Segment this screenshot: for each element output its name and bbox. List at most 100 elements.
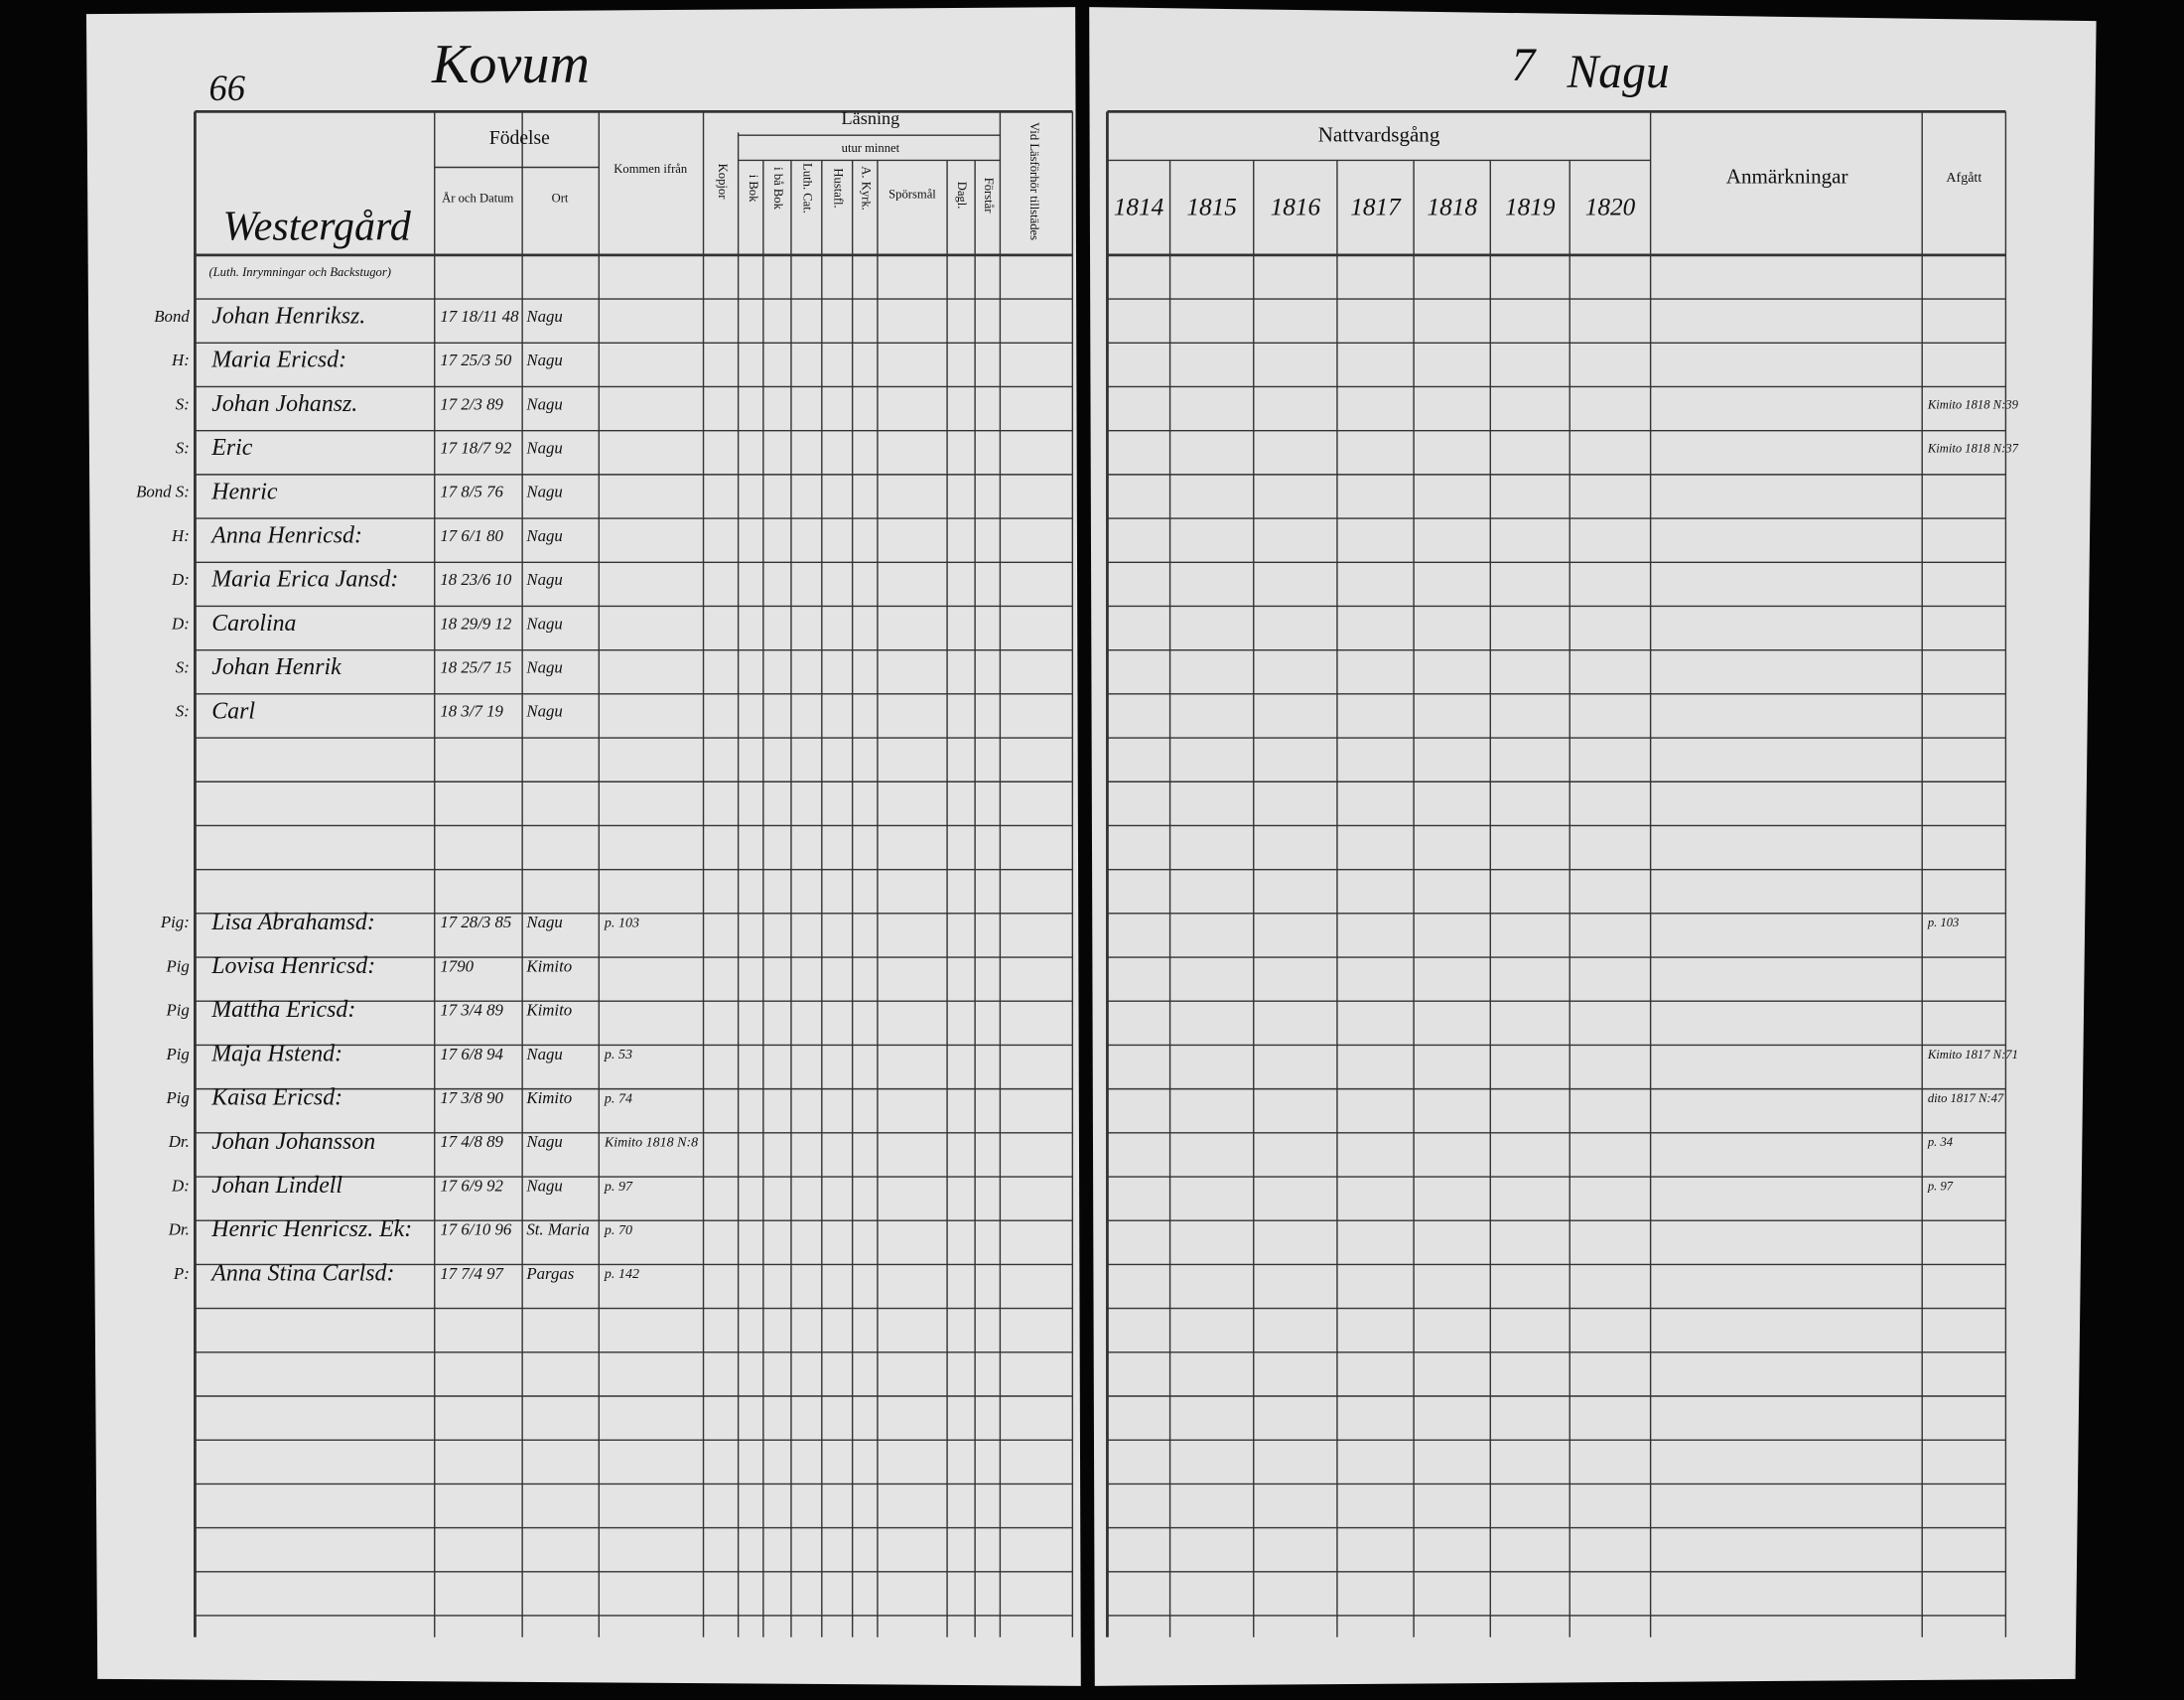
farm-note: (Luth. Inrymningar och Backstugor)	[208, 265, 391, 279]
role: Pig	[165, 1001, 189, 1020]
birth-place: Nagu	[525, 307, 562, 326]
birth-place: Nagu	[525, 483, 562, 501]
birth-date: 17 3/8 90	[440, 1088, 503, 1107]
person-name: Lovisa Henricsd:	[210, 953, 375, 979]
role: S:	[176, 702, 190, 721]
person-name: Carolina	[211, 611, 296, 637]
header: Hustafl.	[831, 168, 845, 208]
page-number: 66	[208, 69, 245, 108]
person-name: Johan Johansson	[211, 1129, 375, 1155]
ruling	[194, 109, 2007, 1637]
role: Dr.	[168, 1132, 190, 1151]
year-header: 1814	[1114, 193, 1164, 220]
remark: Kimito 1817 N:71	[1927, 1048, 2018, 1062]
year-header: 1816	[1271, 193, 1321, 220]
birth-date: 17 2/3 89	[440, 394, 503, 413]
person-name: Johan Henriksz.	[211, 303, 365, 329]
remark: p. 103	[1927, 916, 1960, 929]
person-name: Anna Stina Carlsd:	[209, 1260, 394, 1286]
person-name: Lisa Abrahamsd:	[210, 910, 375, 935]
year-header: 1815	[1186, 193, 1237, 220]
birth-date: 17 18/7 92	[440, 438, 512, 457]
birth-place: Nagu	[525, 913, 562, 931]
header: Anmärkningar	[1726, 165, 1848, 189]
header: Kommen ifrån	[614, 162, 688, 176]
birth-date: 17 7/4 97	[440, 1264, 503, 1283]
year-header: 1820	[1585, 193, 1636, 220]
person-name: Henric	[210, 479, 278, 504]
year-header: 1817	[1350, 193, 1402, 220]
birth-place: Nagu	[525, 526, 562, 545]
person-name: Eric	[210, 435, 252, 461]
came-from: p. 97	[604, 1179, 633, 1195]
birth-place: Kimito	[525, 956, 572, 975]
header: utur minnet	[842, 141, 900, 155]
birth-place: Nagu	[525, 1132, 562, 1151]
birth-date: 18 29/9 12	[440, 614, 512, 633]
header: Födelse	[489, 127, 550, 149]
birth-place: Nagu	[525, 438, 562, 457]
birth-date: 17 3/4 89	[440, 1001, 503, 1020]
header: A. Kyrk.	[859, 166, 873, 210]
farm-name: Westergård	[222, 203, 411, 249]
person-name: Mattha Ericsd:	[210, 997, 355, 1023]
role: D:	[171, 1176, 190, 1195]
header: Luth. Cat.	[800, 163, 814, 213]
header: Läsning	[842, 108, 900, 128]
header: Spörsmål	[888, 187, 936, 201]
came-from: p. 70	[604, 1222, 632, 1238]
remark: p. 34	[1927, 1135, 1954, 1149]
came-from: Kimito 1818 N:8	[604, 1135, 698, 1151]
person-name: Maria Ericsd:	[210, 348, 346, 373]
birth-place: Nagu	[525, 394, 562, 413]
header: i bå Bok	[771, 167, 785, 210]
role: Bond S:	[136, 483, 190, 501]
birth-place: Kimito	[525, 1001, 572, 1020]
person-name: Johan Johansz.	[211, 391, 357, 417]
birth-date: 17 25/3 50	[440, 351, 512, 369]
role: Pig	[165, 1045, 189, 1063]
header: År och Datum	[442, 192, 513, 206]
entries: 1814 1815 1816 1817 1818 1819 1820 Bond Johan He…	[136, 193, 2019, 1286]
birth-date: 1790	[440, 956, 474, 975]
role: Pig	[165, 1088, 189, 1107]
header: Ort	[552, 192, 569, 206]
person-name: Henric Henricsz. Ek:	[210, 1216, 412, 1242]
role: Bond	[154, 307, 190, 326]
role: D:	[171, 570, 190, 589]
birth-date: 17 6/8 94	[440, 1045, 503, 1063]
village-heading: Kovum	[431, 34, 590, 95]
person-name: Maria Erica Jansd:	[210, 567, 398, 593]
birth-place: St. Maria	[526, 1220, 590, 1239]
birth-place: Kimito	[525, 1088, 572, 1107]
role: Pig	[165, 956, 189, 975]
person-name: Johan Henrik	[211, 654, 341, 680]
came-from: p. 142	[604, 1266, 639, 1282]
year-header: 1819	[1505, 193, 1556, 220]
birth-place: Nagu	[525, 614, 562, 633]
right-page	[1089, 7, 2097, 1686]
person-name: Carl	[211, 698, 255, 724]
birth-date: 18 23/6 10	[440, 570, 512, 589]
left-page	[85, 7, 1081, 1686]
header: Dagl.	[955, 182, 969, 210]
year-header: 1818	[1427, 193, 1477, 220]
remark: Kimito 1818 N:37	[1927, 442, 2019, 456]
header: Förstår	[982, 178, 996, 214]
birth-date: 17 18/11 48	[440, 307, 519, 326]
person-name: Kaisa Ericsd:	[210, 1085, 342, 1111]
person-name: Maja Hstend:	[210, 1041, 342, 1066]
birth-date: 17 6/1 80	[440, 526, 503, 545]
birth-date: 18 3/7 19	[440, 702, 503, 721]
came-from: p. 53	[604, 1047, 632, 1062]
remark: p. 97	[1927, 1179, 1954, 1193]
birth-place: Nagu	[525, 1176, 562, 1195]
header: Vid Läsförhör tillstädes	[1027, 122, 1041, 240]
birth-date: 17 4/8 89	[440, 1132, 503, 1151]
role: D:	[171, 614, 190, 633]
role: Dr.	[168, 1220, 190, 1239]
role: S:	[176, 657, 190, 676]
role: H:	[171, 526, 190, 545]
birth-place: Nagu	[525, 570, 562, 589]
